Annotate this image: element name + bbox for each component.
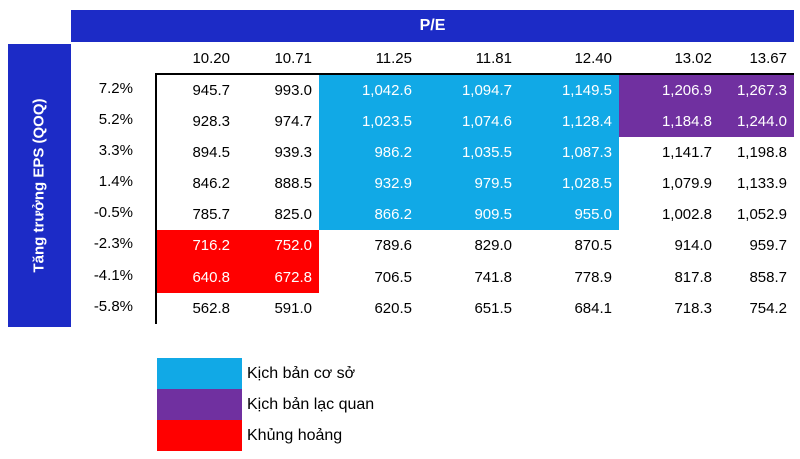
table-row: 894.5 939.3 986.2 1,035.5 1,087.3 1,141.7 1,19… (157, 137, 794, 169)
table-cell: 591.0 (237, 292, 319, 324)
table-row: 945.7 993.0 1,042.6 1,094.7 1,149.5 1,206.9 1,… (157, 75, 794, 107)
table-cell: 778.9 (519, 261, 619, 293)
table-cell: 914.0 (619, 230, 719, 262)
table-cell: 894.5 (157, 137, 237, 169)
table-cell: 1,141.7 (619, 137, 719, 169)
table-cell: 706.5 (319, 261, 419, 293)
pe-header-bar: P/E (71, 10, 794, 42)
table-cell: 888.5 (237, 168, 319, 200)
table-cell: 945.7 (157, 75, 237, 107)
row-label: 1.4% (98, 173, 133, 191)
legend-swatch (157, 389, 242, 420)
table-cell: 955.0 (519, 199, 619, 231)
row-labels-column: 7.2% 5.2% 3.3% 1.4% -0.5% -2.3% -4.1% -5.8% (71, 73, 155, 322)
table-cell: 672.8 (237, 261, 319, 293)
column-header: 13.02 (674, 50, 712, 67)
column-header: 13.67 (749, 50, 787, 67)
table-cell: 1,244.0 (719, 106, 794, 138)
legend-item: Kịch bản cơ sở (157, 358, 374, 389)
column-header: 10.20 (192, 50, 230, 67)
table-cell: 1,133.9 (719, 168, 794, 200)
table-cell: 870.5 (519, 230, 619, 262)
table-cell: 993.0 (237, 75, 319, 107)
table-cell: 1,206.9 (619, 75, 719, 107)
table-cell: 909.5 (419, 199, 519, 231)
row-label: 5.2% (98, 111, 133, 129)
table-cell: 939.3 (237, 137, 319, 169)
table-cell: 979.5 (419, 168, 519, 200)
table-cell: 684.1 (519, 292, 619, 324)
table-cell: 1,052.9 (719, 199, 794, 231)
table-cell: 785.7 (157, 199, 237, 231)
table-cell: 825.0 (237, 199, 319, 231)
table-cell: 1,198.8 (719, 137, 794, 169)
table-cell: 928.3 (157, 106, 237, 138)
column-header: 11.25 (375, 50, 412, 67)
legend-item: Khủng hoảng (157, 420, 374, 451)
table-cell: 1,087.3 (519, 137, 619, 169)
table-cell: 866.2 (319, 199, 419, 231)
row-label: -5.8% (93, 297, 133, 315)
table-cell: 718.3 (619, 292, 719, 324)
table-cell: 858.7 (719, 261, 794, 293)
table-cell: 974.7 (237, 106, 319, 138)
pe-title: P/E (419, 17, 446, 34)
legend-label: Khủng hoảng (247, 426, 343, 444)
table-cell: 1,028.5 (519, 168, 619, 200)
table-cell: 789.6 (319, 230, 419, 262)
table-row: 785.7 825.0 866.2 909.5 955.0 1,002.8 1,052.9 (157, 199, 794, 231)
table-cell: 1,074.6 (419, 106, 519, 138)
table-cell: 651.5 (419, 292, 519, 324)
column-headers-row: 10.20 10.71 11.25 11.81 12.40 13.02 13.67 (157, 44, 794, 73)
legend-label: Kịch bản lạc quan (247, 395, 375, 413)
row-label: -0.5% (93, 204, 133, 222)
table-cell: 846.2 (157, 168, 237, 200)
row-label: 3.3% (98, 142, 133, 160)
table-cell: 640.8 (157, 261, 237, 293)
eps-growth-axis-bar: Tăng trưởng EPS (QOQ) (8, 44, 71, 327)
table-cell: 986.2 (319, 137, 419, 169)
table-cell: 1,079.9 (619, 168, 719, 200)
table-cell: 562.8 (157, 292, 237, 324)
table-row: 640.8 672.8 706.5 741.8 778.9 817.8 858.7 (157, 261, 794, 293)
sensitivity-data-grid: 945.7 993.0 1,042.6 1,094.7 1,149.5 1,206.9 1,… (155, 73, 794, 324)
table-cell: 1,002.8 (619, 199, 719, 231)
eps-growth-axis-label: Tăng trưởng EPS (QOQ) (31, 98, 48, 273)
table-cell: 1,184.8 (619, 106, 719, 138)
legend-label: Kịch bản cơ sở (247, 364, 356, 382)
table-cell: 716.2 (157, 230, 237, 262)
table-cell: 741.8 (419, 261, 519, 293)
legend-swatch (157, 420, 242, 451)
legend-swatch (157, 358, 242, 389)
table-cell: 1,267.3 (719, 75, 794, 107)
table-row: 928.3 974.7 1,023.5 1,074.6 1,128.4 1,184.8 1,… (157, 106, 794, 138)
table-cell: 1,128.4 (519, 106, 619, 138)
table-cell: 932.9 (319, 168, 419, 200)
column-header: 12.40 (574, 50, 612, 67)
table-cell: 1,149.5 (519, 75, 619, 107)
table-cell: 1,042.6 (319, 75, 419, 107)
row-label: -4.1% (93, 266, 133, 284)
column-header: 11.81 (475, 50, 512, 67)
table-cell: 1,035.5 (419, 137, 519, 169)
table-cell: 959.7 (719, 230, 794, 262)
column-header: 10.71 (274, 50, 312, 67)
table-cell: 752.0 (237, 230, 319, 262)
legend-item: Kịch bản lạc quan (157, 389, 374, 420)
table-cell: 620.5 (319, 292, 419, 324)
table-cell: 829.0 (419, 230, 519, 262)
table-row: 716.2 752.0 789.6 829.0 870.5 914.0 959.7 (157, 230, 794, 262)
table-cell: 817.8 (619, 261, 719, 293)
table-row: 846.2 888.5 932.9 979.5 1,028.5 1,079.9 1,133.… (157, 168, 794, 200)
table-row: 562.8 591.0 620.5 651.5 684.1 718.3 754.2 (157, 292, 794, 324)
table-cell: 754.2 (719, 292, 794, 324)
table-cell: 1,094.7 (419, 75, 519, 107)
table-cell: 1,023.5 (319, 106, 419, 138)
row-label: -2.3% (93, 235, 133, 253)
row-label: 7.2% (98, 80, 133, 97)
legend: Kịch bản cơ sở Kịch bản lạc quan Khủng hoả… (157, 358, 374, 451)
